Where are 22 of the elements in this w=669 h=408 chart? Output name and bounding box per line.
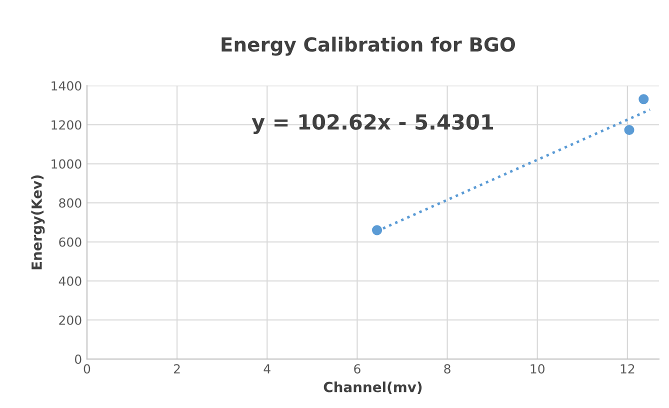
y-tick-label: 1200 (52, 120, 82, 130)
y-axis-title: Energy(Kev) (31, 175, 45, 270)
x-axis-title: Channel(mv) (324, 382, 422, 394)
x-tick-label: 10 (530, 364, 544, 374)
y-tick-label: 1400 (52, 81, 82, 91)
y-tick-label: 200 (59, 315, 82, 325)
chart-title: Energy Calibration for BGO (222, 36, 515, 56)
y-tick-label: 600 (59, 237, 82, 247)
point (638, 94, 649, 104)
x-tick-label: 6 (354, 364, 360, 374)
annotation: y = 102.62x - 5.4301 (252, 114, 493, 134)
x-tick-label: 8 (444, 364, 450, 374)
point (372, 225, 382, 236)
x-tick-label: 4 (264, 364, 270, 374)
y-tick-label: 1000 (52, 159, 82, 169)
y-tick-label: 0 (74, 354, 82, 364)
point (624, 124, 634, 136)
x-tick-label: 2 (174, 364, 180, 374)
y-tick-label: 400 (58, 276, 82, 286)
y-tick-label: 800 (59, 198, 82, 208)
x-tick-label: 0 (84, 364, 90, 374)
x-tick-label: 12 (620, 364, 634, 374)
